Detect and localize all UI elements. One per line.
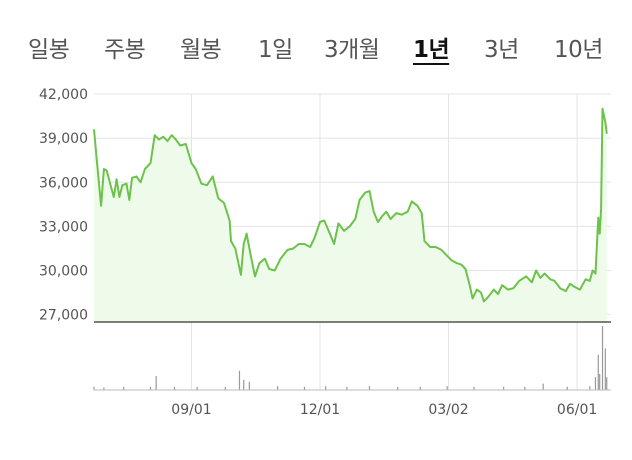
y-tick-label: 39,000	[39, 131, 88, 147]
tab-1-day[interactable]: 1일	[258, 37, 293, 63]
tab-1-year[interactable]: 1년	[413, 37, 450, 63]
volume-bar	[503, 386, 505, 390]
volume-bar	[368, 386, 371, 390]
volume-bar	[524, 386, 526, 390]
x-axis-labels: 09/01 12/01 03/02 06/01	[171, 402, 597, 418]
volume-bar	[542, 383, 544, 390]
tab-3-years[interactable]: 3년	[484, 37, 519, 63]
volume-bar	[123, 386, 125, 390]
tab-weekly[interactable]: 주봉	[104, 37, 146, 63]
x-tick-label: 06/01	[557, 402, 597, 418]
tab-daily[interactable]: 일봉	[28, 37, 70, 63]
volume-bar	[149, 386, 152, 390]
volume-bar	[173, 386, 176, 390]
tab-monthly[interactable]: 월봉	[180, 37, 222, 63]
price-line	[93, 107, 608, 303]
volume-bar	[446, 386, 448, 390]
volume-bar	[599, 374, 601, 390]
volume-bar	[238, 370, 241, 390]
y-tick-label: 27,000	[39, 308, 88, 324]
volume-bar	[277, 386, 279, 390]
volume-bar	[397, 386, 399, 390]
tab-3-months[interactable]: 3개월	[324, 37, 380, 63]
period-tabs: 일봉 주봉 월봉 1일 3개월 1년 3년 10년	[0, 0, 632, 90]
x-tick-label: 09/01	[171, 402, 211, 418]
volume-bar	[606, 377, 608, 390]
volume-bar	[473, 386, 475, 390]
volume-bar	[601, 326, 604, 390]
y-axis-labels: 42,000 39,000 36,000 33,000 30,000 27,000	[39, 87, 88, 324]
tab-10-years[interactable]: 10년	[554, 37, 603, 63]
volume-bar	[325, 386, 327, 390]
y-tick-label: 33,000	[39, 219, 88, 235]
volume-bar	[196, 386, 198, 390]
volume-bar	[243, 379, 245, 390]
volume-bar	[419, 386, 421, 390]
volume-bar	[103, 387, 105, 390]
volume-bar	[566, 386, 568, 390]
x-tick-label: 03/02	[428, 402, 468, 418]
volume-bar	[589, 386, 591, 390]
y-tick-label: 36,000	[39, 175, 88, 191]
volume-bar	[594, 377, 597, 390]
x-tick-label: 12/01	[300, 402, 340, 418]
volume-bar	[155, 375, 157, 390]
volume-bar	[597, 354, 599, 390]
volume-bar	[248, 381, 250, 390]
volume-bar	[604, 348, 606, 390]
volume-bar	[224, 386, 226, 390]
volume-bar	[303, 386, 306, 390]
y-tick-label: 42,000	[39, 87, 88, 103]
y-tick-label: 30,000	[39, 264, 88, 280]
price-area-fill	[94, 108, 607, 322]
volume-bars	[93, 326, 608, 390]
volume-bar	[93, 386, 95, 390]
volume-bar	[346, 386, 348, 390]
